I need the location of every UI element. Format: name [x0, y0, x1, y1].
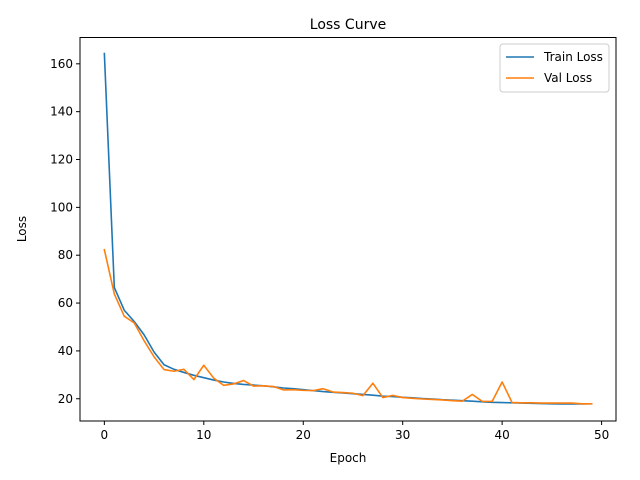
y-tick-label: 40 [58, 344, 73, 358]
y-tick-label: 60 [58, 296, 73, 310]
y-axis-label: Loss [15, 216, 29, 242]
x-tick-label: 10 [196, 428, 211, 442]
x-axis-label: Epoch [330, 451, 367, 465]
y-tick-label: 20 [58, 392, 73, 406]
y-tick-label: 100 [50, 200, 73, 214]
x-tick-label: 40 [494, 428, 509, 442]
x-tick-label: 50 [594, 428, 609, 442]
series-line-val-loss [103, 248, 593, 405]
legend: Train Loss Val Loss [499, 43, 610, 93]
axes-frame [79, 37, 617, 422]
y-tick-label: 80 [58, 248, 73, 262]
legend-label: Val Loss [544, 71, 592, 85]
x-tick-label: 20 [296, 428, 311, 442]
y-tick-label: 160 [50, 57, 73, 71]
x-tick-label: 0 [101, 428, 109, 442]
chart-title: Loss Curve [310, 17, 386, 33]
plot-area: 0 10 20 30 40 50 20 40 60 80 100 120 140 160 [50, 52, 609, 442]
y-tick-label: 120 [50, 153, 73, 167]
y-tick-label: 140 [50, 105, 73, 119]
legend-box [499, 43, 610, 93]
legend-label: Train Loss [543, 50, 603, 64]
x-tick-label: 30 [395, 428, 410, 442]
